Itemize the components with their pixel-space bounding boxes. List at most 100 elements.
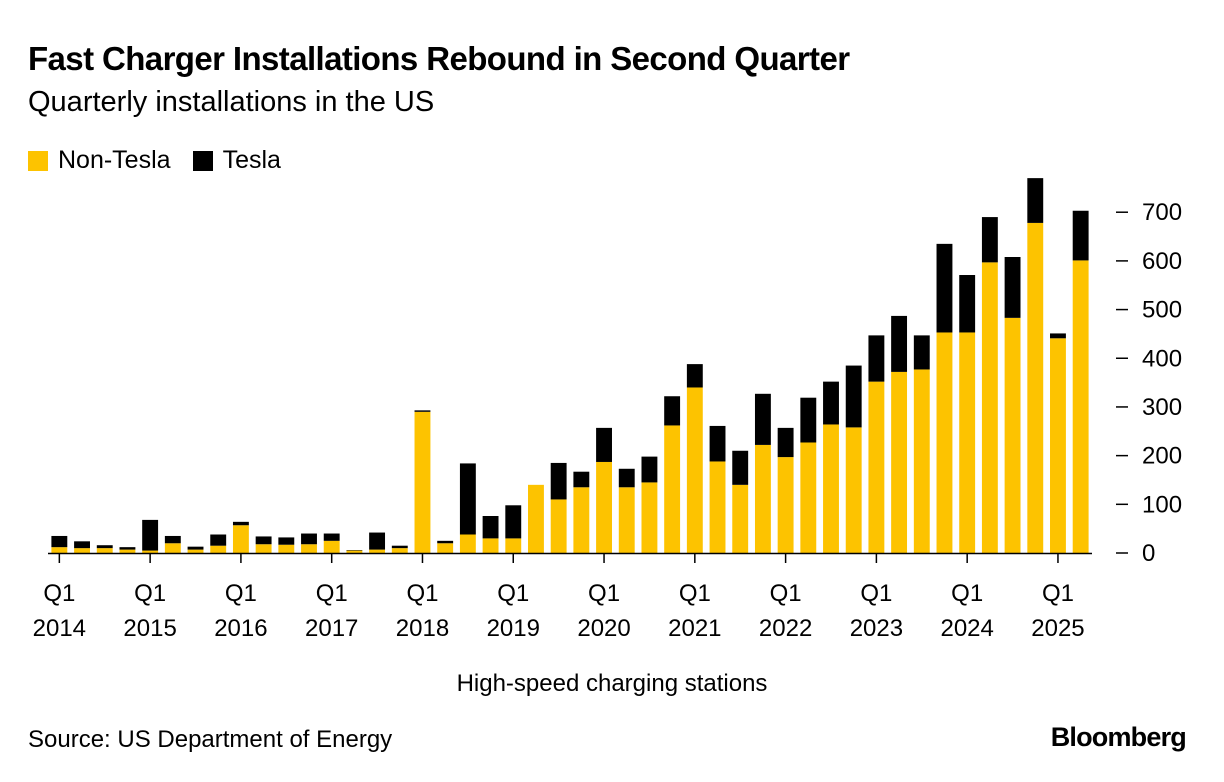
x-tick-label-year-2022: 2022	[759, 615, 812, 642]
bar-non-tesla-25	[596, 461, 612, 553]
x-tick-label-quarter-2015: Q1	[134, 580, 166, 607]
bar-non-tesla-40	[936, 332, 953, 553]
bar-tesla-10	[255, 536, 272, 545]
x-tick-label-year-2025: 2025	[1031, 615, 1084, 642]
bar-non-tesla-26	[618, 487, 635, 553]
bar-tesla-45	[1050, 333, 1066, 339]
bar-non-tesla-33	[777, 457, 794, 553]
bar-tesla-41	[959, 275, 976, 333]
bar-tesla-18	[437, 540, 454, 544]
x-tick-label-quarter-2025: Q1	[1042, 580, 1074, 607]
bar-tesla-37	[868, 335, 885, 382]
bar-non-tesla-7	[187, 549, 204, 553]
bar-tesla-25	[596, 427, 612, 462]
bar-non-tesla-16	[391, 548, 408, 553]
bar-tesla-16	[391, 545, 408, 549]
bar-tesla-40	[936, 243, 953, 333]
bar-tesla-24	[573, 471, 590, 488]
x-tick-label-quarter-2020: Q1	[588, 580, 620, 607]
bar-non-tesla-29	[686, 387, 703, 553]
bar-tesla-26	[618, 468, 635, 488]
bar-non-tesla-6	[164, 543, 181, 553]
legend-swatch-tesla	[192, 150, 213, 171]
x-tick-label-year-2018: 2018	[396, 615, 449, 642]
y-tick-label-700: 700	[1142, 199, 1182, 226]
bar-tesla-43	[1004, 257, 1021, 318]
bar-non-tesla-9	[232, 525, 249, 553]
bar-non-tesla-10	[255, 544, 272, 553]
x-tick-label-quarter-2017: Q1	[316, 580, 348, 607]
bar-tesla-20	[482, 516, 499, 539]
x-tick-label-quarter-2018: Q1	[406, 580, 438, 607]
legend-label-tesla: Tesla	[222, 146, 281, 174]
chart-legend: Non-Tesla Tesla	[28, 146, 303, 175]
bar-tesla-7	[187, 546, 204, 550]
bar-tesla-2	[74, 541, 90, 549]
x-tick-label-quarter-2016: Q1	[225, 580, 257, 607]
source-note: Source: US Department of Energy	[28, 726, 393, 753]
x-tick-label-year-2014: 2014	[33, 615, 86, 642]
x-tick-label-quarter-2021: Q1	[679, 580, 711, 607]
x-tick-label-year-2016: 2016	[214, 615, 267, 642]
bar-non-tesla-15	[369, 549, 386, 553]
bar-tesla-21	[505, 505, 522, 539]
x-axis-label: High-speed charging stations	[456, 670, 768, 697]
bar-tesla-1	[51, 535, 68, 548]
bar-non-tesla-4	[119, 549, 136, 553]
bar-tesla-12	[301, 533, 317, 545]
chart-title: Fast Charger Installations Rebound in Se…	[28, 40, 850, 77]
bar-non-tesla-23	[550, 499, 567, 553]
bar-tesla-44	[1027, 178, 1044, 223]
bar-tesla-42	[981, 217, 998, 263]
bar-non-tesla-37	[868, 381, 885, 553]
chart-subtitle: Quarterly installations in the US	[28, 86, 435, 118]
bar-non-tesla-1	[51, 547, 68, 553]
bar-tesla-36	[845, 365, 862, 428]
legend-item-non-tesla: Non-Tesla	[28, 146, 171, 175]
bar-tesla-15	[369, 532, 386, 550]
bar-tesla-13	[323, 533, 340, 541]
bar-tesla-6	[164, 535, 181, 544]
bar-non-tesla-11	[278, 544, 295, 553]
bar-non-tesla-44	[1027, 222, 1044, 554]
bar-tesla-8	[210, 534, 227, 546]
bar-non-tesla-22	[528, 484, 544, 553]
bar-tesla-5	[142, 519, 159, 551]
bar-tesla-17	[414, 410, 431, 412]
bar-non-tesla-43	[1004, 317, 1021, 553]
bar-non-tesla-2	[74, 548, 90, 553]
bar-non-tesla-13	[323, 540, 340, 553]
bar-tesla-3	[96, 545, 113, 549]
bar-non-tesla-36	[845, 427, 862, 553]
bar-tesla-34	[800, 397, 817, 443]
bar-tesla-30	[709, 425, 726, 462]
bar-non-tesla-5	[142, 550, 159, 553]
bar-non-tesla-20	[482, 538, 499, 553]
x-tick-label-quarter-2024: Q1	[951, 580, 983, 607]
bar-non-tesla-46	[1072, 260, 1089, 553]
bloomberg-logo: Bloomberg	[1050, 722, 1187, 752]
x-tick-label-year-2017: 2017	[305, 615, 358, 642]
bar-tesla-28	[664, 396, 681, 426]
bar-tesla-38	[891, 315, 908, 372]
bar-tesla-46	[1072, 210, 1089, 261]
x-tick-label-quarter-2022: Q1	[770, 580, 802, 607]
bar-tesla-32	[754, 393, 771, 445]
bar-non-tesla-45	[1050, 338, 1066, 553]
bar-non-tesla-21	[505, 538, 522, 553]
y-tick-label-0: 0	[1142, 540, 1155, 567]
x-tick-label-year-2024: 2024	[940, 615, 993, 642]
bar-non-tesla-31	[732, 484, 749, 553]
bar-tesla-31	[732, 450, 749, 485]
x-tick-label-quarter-2023: Q1	[860, 580, 892, 607]
bar-non-tesla-28	[664, 425, 681, 553]
x-tick-label-year-2023: 2023	[850, 615, 903, 642]
bar-non-tesla-3	[96, 548, 113, 553]
bar-non-tesla-35	[823, 424, 839, 553]
legend-swatch-non-tesla	[28, 150, 48, 171]
x-tick-label-year-2015: 2015	[123, 615, 176, 642]
bar-tesla-33	[777, 427, 794, 458]
bar-non-tesla-30	[709, 461, 726, 553]
bar-tesla-4	[119, 547, 136, 550]
